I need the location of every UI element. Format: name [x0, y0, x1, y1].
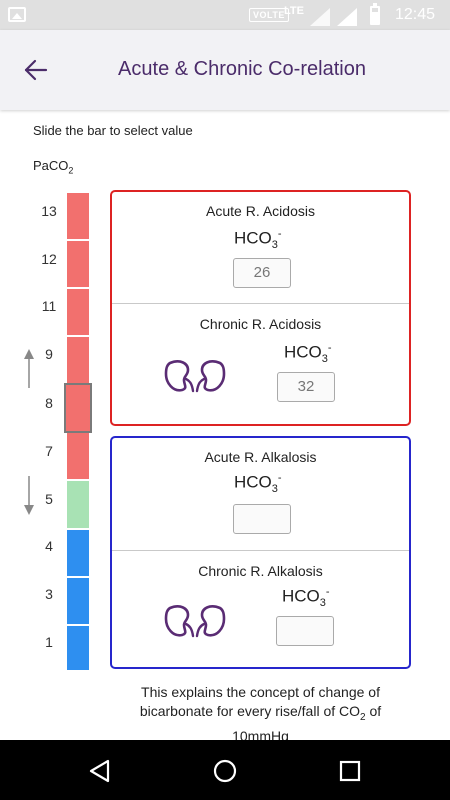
hco3-sub: 3 — [319, 597, 326, 610]
alkalosis-panel: Acute R. Alkalosis HCO3- Chronic R. Alka… — [110, 436, 411, 669]
paco2-label-sub: 2 — [68, 165, 74, 176]
hco3-sup: - — [327, 342, 332, 354]
instruction-text: Slide the bar to select value — [33, 123, 193, 138]
slider-segment-9[interactable] — [67, 337, 89, 383]
nav-back-icon[interactable] — [87, 758, 113, 784]
chronic-acidosis-title: Chronic R. Acidosis — [199, 316, 322, 332]
acute-alkalosis-hco3-label: HCO3- — [234, 472, 282, 495]
slider-segment-5[interactable] — [67, 481, 89, 528]
acute-alkalosis-hco3-value — [233, 504, 291, 534]
hco3-main: HCO — [282, 586, 320, 606]
explanation-line-1: This explains the concept of change of — [141, 684, 380, 700]
hco3-main: HCO — [234, 228, 272, 248]
system-nav-bar — [0, 740, 450, 800]
scale-label-1: 1 — [45, 634, 53, 650]
explanation-line-2-post: of — [365, 703, 382, 719]
chronic-alkalosis-title: Chronic R. Alkalosis — [198, 563, 323, 579]
chronic-acidosis-hco3-label: HCO3- — [284, 342, 332, 365]
scale-label-8: 8 — [45, 395, 53, 411]
explanation-co2-sub: 2 — [360, 711, 366, 723]
nav-home-icon[interactable] — [212, 758, 238, 784]
acidosis-panel: Acute R. Acidosis HCO3- 26 Chronic R. Ac… — [110, 190, 411, 426]
hco3-sub: 3 — [271, 483, 278, 496]
status-time: 12:45 — [395, 6, 436, 23]
slider-segment-12[interactable] — [67, 241, 89, 287]
scale-label-7: 7 — [45, 443, 53, 459]
hco3-sup: - — [277, 228, 282, 240]
hco3-sup: - — [277, 472, 282, 484]
slider-axis-label: PaCO2 — [33, 158, 73, 176]
volte-indicator: VOLTE — [249, 8, 289, 22]
explanation-line-3: 10mmHg — [232, 727, 289, 744]
acute-acidosis-hco3-value: 26 — [233, 258, 291, 288]
page-title: Acute & Chronic Co-relation — [118, 58, 366, 80]
explanation-line-2: bicarbonate for every rise/fall of CO2 o… — [110, 702, 411, 727]
scale-label-13: 13 — [41, 203, 57, 219]
signal-strength-icon-2 — [337, 8, 357, 26]
hco3-sub: 3 — [271, 239, 278, 252]
hco3-main: HCO — [234, 472, 272, 492]
hco3-sup: - — [325, 586, 330, 598]
acidosis-divider — [112, 303, 409, 304]
signal-strength-icon — [310, 8, 330, 26]
status-bar: VOLTE LTE 12:45 — [0, 0, 450, 30]
chronic-alkalosis-hco3-value — [276, 616, 334, 646]
paco2-label-main: PaCO — [33, 158, 69, 173]
explanation-line-2-pre: bicarbonate for every rise/fall of CO — [139, 703, 361, 719]
arrow-down-icon — [24, 476, 34, 515]
explanation-text: This explains the concept of change of b… — [110, 683, 411, 746]
hco3-sub: 3 — [321, 353, 328, 366]
acute-acidosis-title: Acute R. Acidosis — [206, 203, 315, 219]
scale-label-12: 12 — [41, 251, 57, 267]
gallery-notification-icon — [8, 7, 26, 22]
acute-acidosis-hco3-label: HCO3- — [234, 228, 282, 251]
chronic-alkalosis-hco3-label: HCO3- — [282, 586, 330, 609]
scale-label-4: 4 — [45, 538, 53, 554]
scale-label-11: 11 — [41, 298, 57, 314]
slider-segment-3[interactable] — [67, 578, 89, 624]
battery-icon — [370, 3, 380, 25]
arrow-left-icon[interactable] — [20, 54, 52, 86]
slider-thumb[interactable] — [64, 383, 92, 433]
scale-label-5: 5 — [45, 491, 53, 507]
scale-label-3: 3 — [45, 586, 53, 602]
slider-segment-11[interactable] — [67, 289, 89, 335]
kidneys-icon — [164, 360, 226, 393]
slider-segment-1[interactable] — [67, 626, 89, 670]
hco3-main: HCO — [284, 342, 322, 362]
acute-alkalosis-title: Acute R. Alkalosis — [204, 449, 317, 465]
kidneys-icon — [164, 605, 226, 638]
arrow-up-icon — [24, 349, 34, 388]
nav-recents-icon[interactable] — [337, 758, 363, 784]
slider-segment-13[interactable] — [67, 193, 89, 239]
slider-segment-7[interactable] — [67, 433, 89, 479]
chronic-acidosis-hco3-value: 32 — [277, 372, 335, 402]
network-type: LTE — [284, 5, 304, 17]
app-bar: Acute & Chronic Co-relation — [0, 30, 450, 110]
scale-label-9: 9 — [45, 346, 53, 362]
alkalosis-divider — [112, 550, 409, 551]
slider-segment-4[interactable] — [67, 530, 89, 576]
